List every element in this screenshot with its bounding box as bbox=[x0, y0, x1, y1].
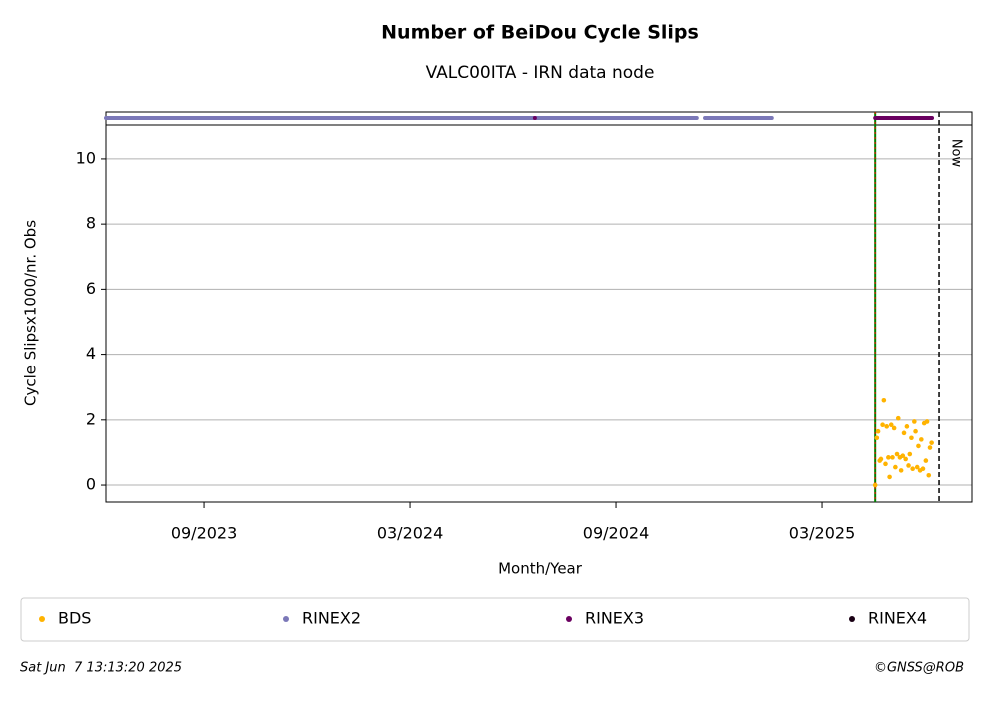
data-point bbox=[887, 474, 892, 480]
legend-label: RINEX4 bbox=[868, 609, 927, 628]
data-point bbox=[907, 451, 913, 457]
data-point bbox=[880, 422, 885, 428]
data-point bbox=[874, 435, 880, 441]
data-point bbox=[875, 428, 881, 434]
data-point bbox=[912, 419, 917, 424]
data-point bbox=[910, 466, 915, 472]
data-point bbox=[924, 419, 930, 424]
data-point bbox=[920, 466, 926, 472]
data-point bbox=[901, 430, 907, 436]
data-point bbox=[919, 437, 924, 442]
data-point bbox=[884, 424, 890, 429]
data-point bbox=[913, 428, 918, 434]
y-tick-label: 0 bbox=[86, 475, 96, 494]
data-point bbox=[906, 463, 911, 468]
data-point bbox=[881, 397, 887, 403]
data-point bbox=[929, 440, 934, 445]
data-point bbox=[883, 461, 888, 467]
chart-subtitle: VALC00ITA - IRN data node bbox=[426, 63, 655, 83]
data-point bbox=[878, 456, 884, 462]
data-point bbox=[927, 445, 933, 450]
now-label: Now bbox=[949, 139, 964, 168]
legend-marker bbox=[566, 616, 572, 622]
x-tick-label: 03/2025 bbox=[789, 524, 855, 543]
footer-date: Sat Jun 7 13:13:20 2025 bbox=[20, 661, 182, 676]
data-point bbox=[914, 464, 920, 470]
data-point bbox=[926, 472, 932, 478]
data-point bbox=[895, 415, 901, 421]
footer-copyright: ©GNSS@ROB bbox=[874, 661, 964, 676]
legend-marker bbox=[39, 616, 45, 622]
y-tick-label: 8 bbox=[86, 214, 96, 233]
chart-title: Number of BeiDou Cycle Slips bbox=[381, 22, 699, 44]
legend-label: RINEX3 bbox=[585, 609, 644, 628]
data-point bbox=[900, 453, 906, 458]
data-point bbox=[893, 464, 898, 470]
data-point bbox=[890, 455, 895, 460]
data-point bbox=[872, 482, 878, 488]
data-point bbox=[916, 443, 921, 449]
x-tick-label: 09/2023 bbox=[171, 524, 237, 543]
legend-marker bbox=[283, 616, 289, 622]
data-point bbox=[894, 451, 900, 457]
data-point bbox=[898, 468, 904, 473]
data-point bbox=[886, 455, 891, 460]
data-point bbox=[909, 435, 914, 441]
plot-frame bbox=[105, 124, 973, 503]
data-point bbox=[923, 458, 929, 463]
y-tick-label: 4 bbox=[86, 344, 96, 363]
y-tick-label: 2 bbox=[86, 409, 96, 428]
y-tick-label: 10 bbox=[76, 148, 96, 167]
x-axis-label: Month/Year bbox=[498, 560, 583, 578]
x-tick-label: 03/2024 bbox=[377, 524, 443, 543]
data-point bbox=[891, 425, 897, 431]
legend-label: BDS bbox=[58, 609, 91, 628]
data-point bbox=[904, 424, 910, 429]
x-tick-label: 09/2024 bbox=[583, 524, 649, 543]
legend-label: RINEX2 bbox=[302, 609, 361, 628]
data-point bbox=[888, 422, 894, 428]
data-point bbox=[903, 456, 908, 462]
y-axis-label: Cycle Slipsx1000/nr. Obs bbox=[22, 220, 40, 406]
y-tick-label: 6 bbox=[86, 279, 96, 298]
legend-box bbox=[20, 597, 970, 642]
legend-marker bbox=[849, 616, 855, 622]
